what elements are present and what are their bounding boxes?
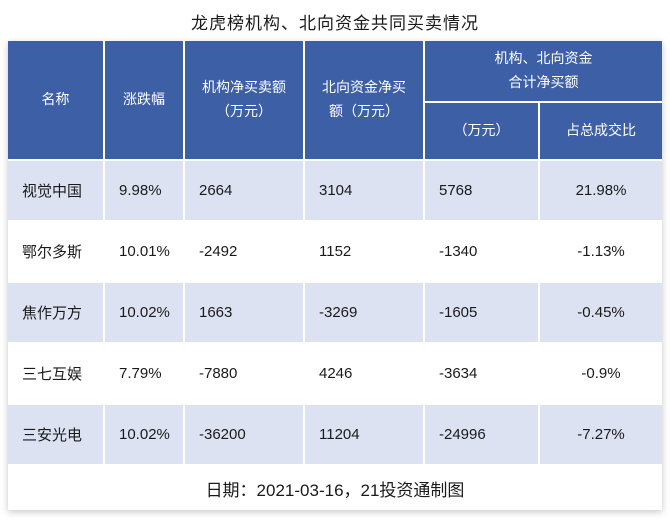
cell-ratio: 21.98% xyxy=(540,161,662,220)
cell-name: 三安光电 xyxy=(8,405,103,464)
cell-ratio: -0.9% xyxy=(540,344,662,403)
cell-total: -1340 xyxy=(425,222,538,281)
cell-name: 焦作万方 xyxy=(8,283,103,342)
column-header-total-ratio: 占总成交比 xyxy=(540,103,662,159)
cell-north: 4246 xyxy=(305,344,423,403)
cell-inst: -7880 xyxy=(185,344,303,403)
cell-change: 10.02% xyxy=(105,283,183,342)
cell-change: 9.98% xyxy=(105,161,183,220)
cell-change: 10.02% xyxy=(105,405,183,464)
column-header-name: 名称 xyxy=(8,41,103,159)
cell-name: 视觉中国 xyxy=(8,161,103,220)
data-table: 名称 涨跌幅 机构净买卖额 （万元） 北向资金净买 额（万元） 机构、北向资金 … xyxy=(8,41,662,510)
cell-change: 7.79% xyxy=(105,344,183,403)
cell-total: -3634 xyxy=(425,344,538,403)
page-title: 龙虎榜机构、北向资金共同买卖情况 xyxy=(191,14,479,33)
column-header-inst-net: 机构净买卖额 （万元） xyxy=(185,41,303,159)
column-header-change: 涨跌幅 xyxy=(105,41,183,159)
cell-inst: -36200 xyxy=(185,405,303,464)
cell-north: -3269 xyxy=(305,283,423,342)
cell-name: 三七互娱 xyxy=(8,344,103,403)
cell-name: 鄂尔多斯 xyxy=(8,222,103,281)
column-header-north-net: 北向资金净买 额（万元） xyxy=(305,41,423,159)
cell-north: 11204 xyxy=(305,405,423,464)
cell-inst: 2664 xyxy=(185,161,303,220)
cell-inst: -2492 xyxy=(185,222,303,281)
cell-ratio: -0.45% xyxy=(540,283,662,342)
cell-ratio: -1.13% xyxy=(540,222,662,281)
cell-total: -1605 xyxy=(425,283,538,342)
cell-inst: 1663 xyxy=(185,283,303,342)
cell-total: -24996 xyxy=(425,405,538,464)
column-header-total-amount: （万元） xyxy=(425,103,538,159)
cell-north: 1152 xyxy=(305,222,423,281)
cell-total: 5768 xyxy=(425,161,538,220)
cell-north: 3104 xyxy=(305,161,423,220)
column-header-total-group: 机构、北向资金 合计净买额 xyxy=(425,41,662,101)
cell-ratio: -7.27% xyxy=(540,405,662,464)
cell-change: 10.01% xyxy=(105,222,183,281)
table-footnote: 日期：2021-03-16，21投资通制图 xyxy=(8,466,662,510)
